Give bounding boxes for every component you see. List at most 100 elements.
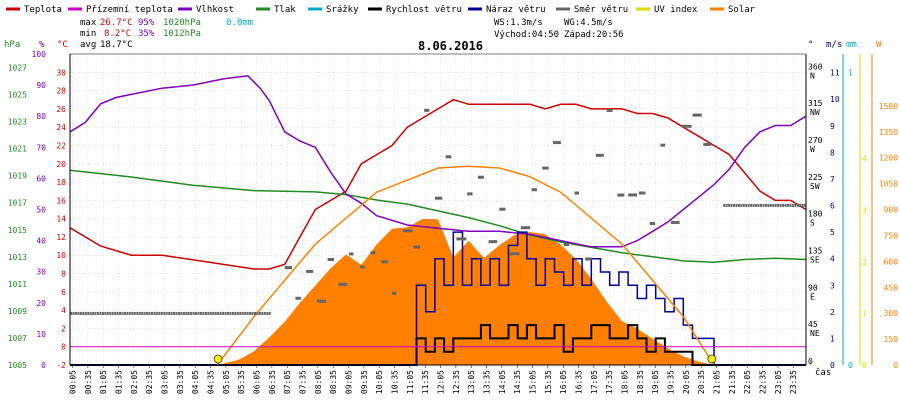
direction-mark	[168, 311, 171, 315]
stat-min-hum: 35%	[138, 29, 155, 39]
solar-tick: 900	[884, 206, 899, 215]
x-tick-label: 21:35	[728, 370, 737, 394]
direction-mark	[742, 203, 745, 207]
x-tick-label: 08:35	[329, 370, 338, 394]
humidity-tick: 40	[36, 237, 46, 246]
direction-mark	[131, 311, 134, 315]
direction-mark	[671, 221, 680, 225]
direction-mark	[284, 266, 293, 270]
temperature-axis-unit: °C	[57, 40, 68, 50]
direction-mark	[258, 311, 261, 315]
direction-mark	[752, 203, 755, 207]
direction-mark	[111, 311, 114, 315]
solar-tick: 1350	[879, 128, 898, 137]
wind-tick: 10	[830, 95, 840, 104]
direction-mark	[628, 193, 638, 197]
direction-tick-compass: NW	[810, 108, 820, 117]
pressure-tick: 1025	[8, 91, 27, 100]
wind-tick: 5	[830, 228, 835, 237]
direction-mark	[520, 226, 531, 230]
solar-tick: 600	[884, 257, 899, 266]
legend-label-solar: Solar	[728, 5, 756, 15]
direction-mark	[445, 155, 452, 159]
direction-mark	[212, 311, 215, 315]
series-solar-max	[216, 165, 715, 366]
humidity-tick: 60	[36, 174, 46, 183]
direction-mark	[392, 291, 397, 295]
direction-mark	[158, 311, 161, 315]
wind-tick: 3	[830, 281, 835, 290]
x-tick-label: 05:05	[222, 370, 231, 394]
solar-area	[217, 218, 714, 365]
direction-mark	[177, 311, 180, 315]
direction-tick: 45	[808, 320, 818, 329]
direction-mark	[143, 311, 146, 315]
direction-tick: 135	[808, 247, 823, 256]
x-tick-label: 16:05	[559, 370, 568, 394]
series-lines	[69, 75, 807, 366]
temperature-tick: 22	[56, 141, 66, 150]
direction-mark	[116, 311, 119, 315]
direction-tick-compass: SW	[810, 182, 820, 191]
direction-mark	[728, 203, 731, 207]
x-tick-label: 17:05	[590, 370, 599, 394]
direction-mark	[488, 240, 498, 244]
direction-mark	[760, 203, 762, 207]
direction-mark	[87, 311, 90, 315]
pressure-tick: 1011	[8, 280, 27, 289]
x-tick-label: 15:35	[544, 370, 553, 394]
temperature-tick: 12	[56, 233, 66, 242]
wind-tick: 1	[830, 334, 835, 343]
temperature-tick: 2	[61, 324, 66, 333]
legend-label-rain: Srážky	[326, 5, 359, 15]
direction-mark	[725, 203, 728, 207]
direction-mark	[200, 311, 203, 315]
x-tick-label: 06:35	[268, 370, 277, 394]
stat-avg-label: avg	[80, 40, 96, 50]
direction-mark	[456, 237, 467, 241]
x-tick-label: 06:05	[253, 370, 262, 394]
direction-mark	[234, 311, 237, 315]
pressure-tick: 1005	[8, 361, 27, 370]
direction-mark	[295, 296, 301, 300]
wind-tick: 11	[830, 69, 840, 78]
direction-mark	[165, 311, 168, 315]
pressure-tick: 1021	[8, 145, 27, 154]
direction-mark	[316, 299, 327, 303]
x-tick-label: 00:05	[69, 370, 78, 394]
direction-mark	[750, 203, 753, 207]
x-tick-label: 19:35	[667, 370, 676, 394]
direction-mark	[126, 311, 129, 315]
uv-tick: 0	[862, 361, 867, 370]
direction-mark	[99, 311, 102, 315]
direction-tick-compass: N	[810, 71, 815, 80]
direction-mark	[553, 141, 561, 145]
direction-mark	[730, 203, 733, 207]
legend-label-pressure: Tlak	[274, 5, 296, 15]
axes: 1005100710091011101310151017101910211023…	[8, 50, 898, 370]
x-tick-label: 12:35	[452, 370, 461, 394]
stat-max-press: 1020hPa	[163, 18, 201, 28]
direction-mark	[740, 203, 743, 207]
x-tick-label: 03:35	[176, 370, 185, 394]
humidity-axis-unit: %	[39, 40, 45, 50]
direction-mark	[202, 311, 205, 315]
direction-mark	[163, 311, 166, 315]
temperature-tick: 26	[56, 105, 66, 114]
x-tick-label: 14:05	[498, 370, 507, 394]
solar-tick: 750	[884, 231, 899, 240]
x-tick-label: 17:35	[605, 370, 614, 394]
x-tick-label: 15:05	[529, 370, 538, 394]
stat-rain: 0.0mm	[226, 18, 253, 28]
direction-mark	[774, 203, 777, 207]
x-tick-label: 18:05	[621, 370, 630, 394]
direction-mark	[77, 311, 80, 315]
direction-mark	[786, 203, 789, 207]
direction-mark	[268, 311, 271, 315]
legend-label-wind: Rychlost větru	[386, 5, 462, 15]
temperature-tick: 24	[56, 123, 66, 132]
direction-mark	[195, 311, 198, 315]
uv-tick: 1	[862, 309, 867, 318]
direction-mark	[222, 311, 225, 315]
direction-mark	[244, 311, 247, 315]
